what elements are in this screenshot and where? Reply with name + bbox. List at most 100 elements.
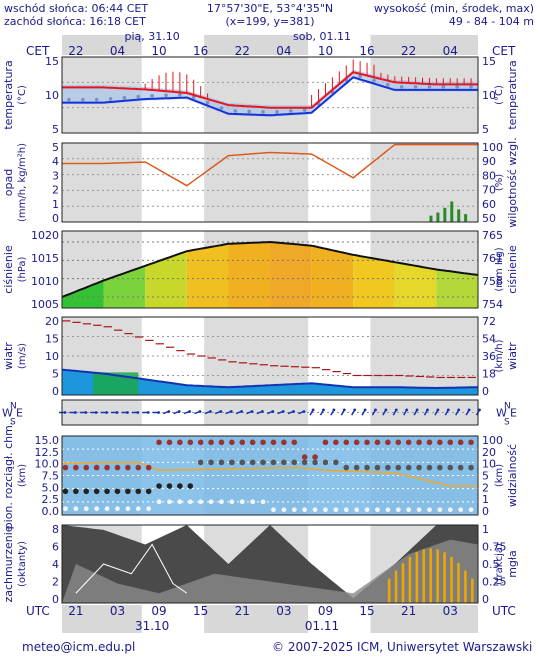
cloud-mid-dot [270,459,277,466]
cloudbase-tick-right: 100 [482,434,503,447]
temp-perceived-dot [219,106,224,110]
clouds-tick-left: 2 [52,576,59,589]
temp-perceived-dot [469,85,473,89]
footer-email[interactable]: meteo@icm.edu.pl [22,640,136,654]
top-hour-tick: 04 [110,44,125,58]
bottom-timezone-left: UTC [26,604,50,618]
cloud-mid-dot [333,459,339,466]
cloud-base-dot [406,507,412,513]
cloudbase-tick-right: 1 [482,493,489,506]
cloud-mid-dot [260,459,266,466]
top-hour-tick: 22 [401,44,416,58]
cloudbase-right-axis-unit: (km) [494,464,505,487]
cloudbase-axis-title: pion. rozciągł. chm. [2,422,15,530]
cloud-top-dot [270,439,277,446]
cloud-mid-dot [426,464,433,471]
cloud-top-dot [343,439,350,446]
temperature-tick-right: 15 [482,55,496,68]
cloud-base-dot [364,507,370,513]
temp-perceived-dot [205,100,210,105]
precip-night-band [62,143,142,222]
precip-tick-left: 0 [52,212,59,225]
cloud-base-dot [302,507,308,513]
temperature-tick-right: 10 [482,89,496,102]
top-hour-tick: 10 [318,44,333,58]
temp-perceived-dot [150,93,154,98]
cloud-mid-dot [177,483,183,489]
pressure-axis-unit: (hPa) [17,256,28,282]
cloud-top-dot [83,464,90,471]
clouds-tick-left: 0 [52,593,59,606]
temp-perceived-dot [302,108,307,112]
clouds-tick-right: 1 [482,523,489,536]
cloud-top-dot [208,439,214,446]
pressure-tick-right: 761 [482,252,503,265]
fog-bar [450,556,453,603]
cloud-top-dot [385,439,391,446]
temp-perceived-dot [178,92,182,97]
cloud-top-dot [73,464,79,471]
cloud-mid-dot [145,488,152,495]
clouds-right-axis-unit: (frakcja) [494,543,505,585]
bottom-hour-tick: 03 [110,604,125,618]
precip-tick-left: 1 [52,198,59,211]
cloud-mid-dot [312,459,318,466]
cloud-top-dot [364,439,370,446]
wind-direction-head [384,408,388,412]
cloud-top-dot [187,439,194,446]
bottom-date-2: 01.11 [305,619,339,633]
wind-tick-right: 54 [482,333,496,346]
top-hour-tick: 04 [276,44,291,58]
fog-bar [436,549,439,603]
cloud-top-dot [405,439,412,446]
wind-direction-head [271,410,275,413]
wind-night-band [370,317,478,395]
temp-perceived-dot [413,85,418,89]
cloud-base-dot [115,506,120,512]
clouds-tick-left: 6 [52,541,59,554]
sunset-text: zachód słońca: 16:18 CET [4,15,146,28]
wind-tick-right: 18 [482,368,496,381]
cloud-top-dot [249,439,256,446]
cloudbase-tick-left: 2.5 [42,493,60,506]
precip-axis-unit: (mm/h, kg/m²h) [17,143,28,222]
cloud-top-dot [229,439,235,446]
cloud-base-dot [447,507,453,513]
cloud-base-dot [271,507,276,513]
cloud-base-dot [63,506,68,512]
wind-direction-head [115,411,119,414]
cloud-top-dot [447,439,454,446]
cloud-base-dot [104,506,110,512]
precip-tick-right: 60 [482,198,496,211]
wind-tick-left: 15 [45,333,59,346]
cloud-mid-dot [229,459,235,466]
wind-direction-head [240,410,244,413]
cloud-top-dot [93,464,100,471]
fog-bar [457,563,460,603]
cloud-top-dot [104,464,110,471]
cloud-top-dot [62,464,69,471]
temperature-line [62,71,478,109]
fog-bar [387,578,391,603]
cloud-base-dot [198,499,204,505]
cloud-top-dot [239,439,246,446]
wind-tick-right: 0 [482,385,489,398]
cloud-base-dot [229,499,235,505]
wind-direction-head [63,411,67,414]
winddir-left-e: E [16,407,23,420]
temp-perceived-dot [67,97,71,102]
pressure-tick-right: 765 [482,229,503,242]
wind-direction-head [478,408,481,412]
cloud-top-dot [416,439,422,446]
top-axis-day1 [141,35,205,55]
wind-direction-head [209,410,212,413]
bottom-hour-tick: 15 [359,604,374,618]
wind-direction-head [302,410,306,413]
fog-bar [443,552,446,603]
cloud-top-dot [312,454,318,460]
wind-night-band [204,317,309,395]
cloud-mid-dot [468,464,474,471]
precip-tick-left: 2 [52,184,59,197]
wind-direction-head [177,410,181,413]
